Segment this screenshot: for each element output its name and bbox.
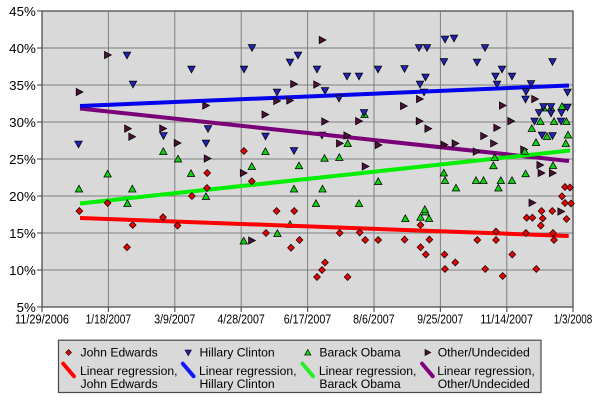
svg-text:3/9/2007: 3/9/2007 <box>154 312 195 327</box>
svg-text:8/6/2007: 8/6/2007 <box>353 312 395 327</box>
svg-text:Hillary Clinton: Hillary Clinton <box>200 345 275 359</box>
svg-text:John Edwards: John Edwards <box>81 377 158 391</box>
svg-text:Other/Undecided: Other/Undecided <box>438 345 530 359</box>
svg-text:4/28/2007: 4/28/2007 <box>217 312 265 327</box>
svg-text:15%: 15% <box>9 226 36 241</box>
svg-text:35%: 35% <box>9 78 36 93</box>
svg-text:30%: 30% <box>9 115 36 130</box>
svg-text:Linear regression,: Linear regression, <box>437 364 535 378</box>
svg-text:Linear regression,: Linear regression, <box>199 364 297 378</box>
svg-text:11/14/2007: 11/14/2007 <box>480 312 533 327</box>
svg-text:10%: 10% <box>9 263 36 278</box>
svg-text:1/3/2008: 1/3/2008 <box>554 312 593 327</box>
svg-text:1/18/2007: 1/18/2007 <box>86 312 132 327</box>
svg-text:40%: 40% <box>9 41 36 56</box>
svg-text:45%: 45% <box>9 4 36 19</box>
svg-text:9/25/2007: 9/25/2007 <box>417 312 463 327</box>
svg-text:John Edwards: John Edwards <box>81 345 158 359</box>
svg-text:20%: 20% <box>9 189 36 204</box>
svg-text:11/29/2006: 11/29/2006 <box>15 312 69 327</box>
svg-text:Linear regression,: Linear regression, <box>319 364 417 378</box>
svg-text:Linear regression,: Linear regression, <box>80 364 178 378</box>
svg-text:Barack Obama: Barack Obama <box>319 377 401 391</box>
svg-text:Other/Undecided: Other/Undecided <box>438 377 530 391</box>
svg-text:6/17/2007: 6/17/2007 <box>284 312 332 327</box>
svg-text:Hillary Clinton: Hillary Clinton <box>200 377 275 391</box>
svg-text:Barack Obama: Barack Obama <box>319 345 401 359</box>
svg-text:5%: 5% <box>17 300 36 315</box>
svg-text:25%: 25% <box>9 152 36 167</box>
